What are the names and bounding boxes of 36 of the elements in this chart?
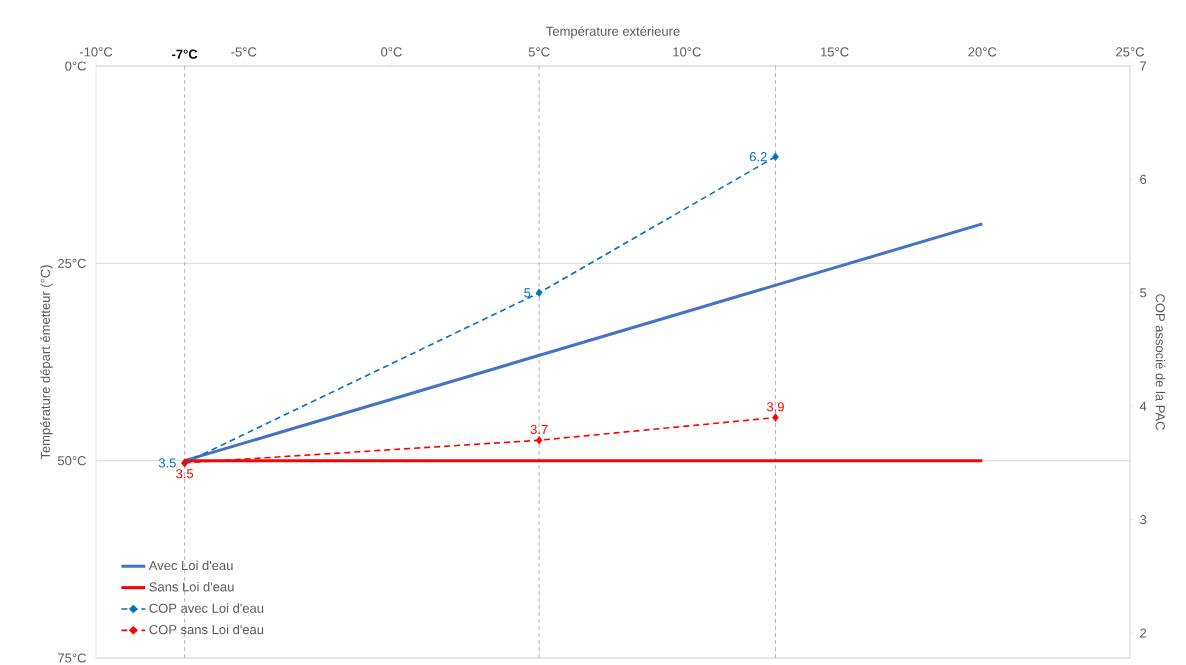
y2-tick-label: 3 [1140, 515, 1147, 525]
x-tick-label: 15°C [821, 47, 849, 57]
legend-label: COP sans Loi d'eau [149, 624, 264, 635]
x-tick-label: 5°C [528, 47, 550, 57]
y2-tick-label: 6 [1140, 174, 1147, 184]
y-tick-label: 25°C [58, 258, 86, 268]
point [535, 288, 543, 298]
y-axis-title: Température départ émetteur (°C) [40, 265, 53, 460]
x-tick-label: 25°C [1116, 47, 1145, 57]
point [772, 152, 779, 161]
x-tick-label: 20°C [968, 47, 997, 57]
data-label: 6.2 [749, 152, 767, 162]
y-tick-label: 0°C [65, 61, 86, 71]
legend-label: COP avec Loi d'eau [149, 603, 264, 613]
point [535, 436, 543, 445]
data-label: 3.5 [176, 469, 194, 479]
legend-label: Avec Loi d'eau [148, 560, 233, 571]
y2-axis-title: COP associé de la PAC [1155, 294, 1166, 431]
y-tick-label: 75°C [58, 653, 86, 663]
x-tick-label: -5°C [231, 47, 257, 57]
x-axis-title: Température extérieure [546, 26, 680, 39]
legend-label: Sans Loi d'eau [149, 581, 234, 592]
y2-tick-label: 2 [1140, 628, 1147, 638]
y2-tick-label: 7 [1140, 61, 1147, 71]
data-label: 3.5 [158, 458, 176, 468]
y2-tick-label: 4 [1139, 401, 1147, 411]
y2-tick-label: 5 [1140, 288, 1147, 298]
point [772, 413, 779, 422]
ref-line-label: -7°C [172, 49, 198, 59]
x-tick-label: 0°C [381, 47, 402, 57]
data-label: 3.7 [530, 424, 548, 435]
data-label: 5 [524, 288, 531, 298]
x-tick-label: 10°C [673, 47, 701, 57]
data-label: 3.9 [766, 402, 784, 412]
y-tick-label: 50°C [57, 456, 86, 466]
x-tick-label: -10°C [79, 47, 113, 57]
